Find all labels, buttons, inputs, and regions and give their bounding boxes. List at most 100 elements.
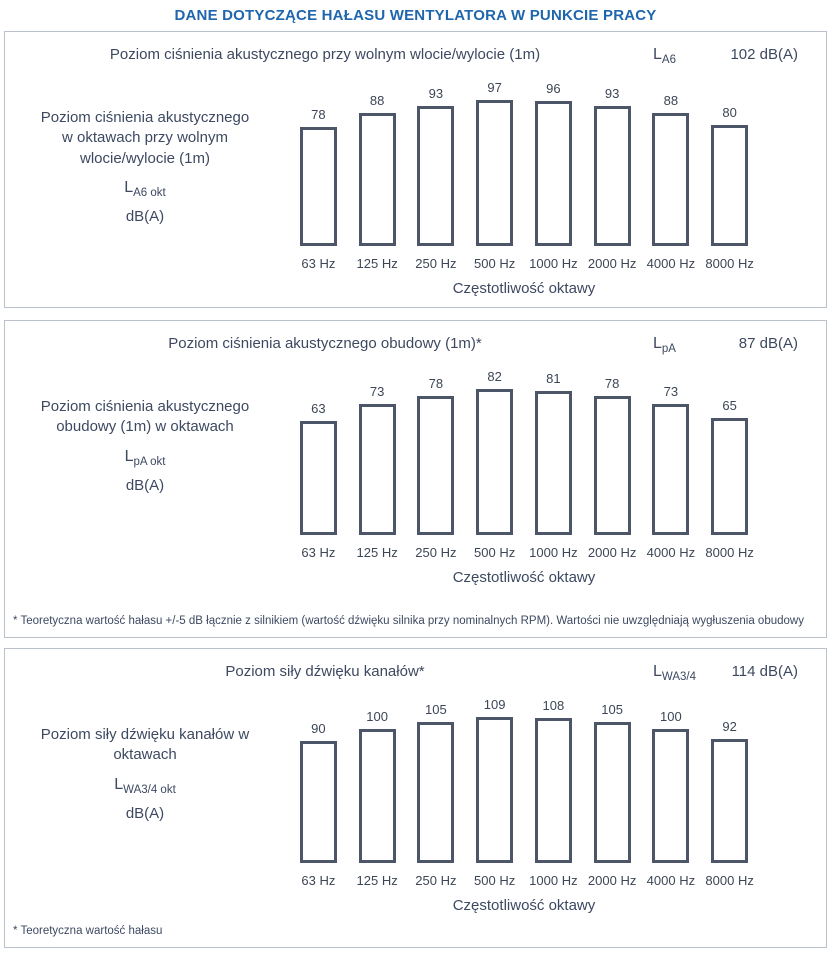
bar-value-label: 73 [663,384,679,400]
bar-column: 108 [524,698,583,864]
bar-chart: 90 100 105 109 108 105 100 92 63 Hz 125 Hz 250 Hz… [289,697,759,915]
symbol-base: L [114,775,124,793]
y-axis-label: Poziom siły dźwięku kanałów w oktawach [40,726,250,764]
bar-column: 96 [524,81,583,247]
symbol-base: L [653,46,662,63]
bar-column: 105 [583,702,642,864]
x-axis-title: Częstotliwość oktawy [452,280,596,298]
bar [711,739,749,864]
bar-column: 90 [289,721,348,864]
bar-column: 73 [642,384,701,536]
unit-label: dB(A) [125,476,165,494]
bar-column: 82 [465,369,524,536]
bar [476,100,514,247]
bar [593,722,631,864]
bar [299,421,337,536]
x-tick-label: 63 Hz [301,545,336,561]
bar [358,404,396,536]
x-tick-label: 2000 Hz [587,873,637,889]
chart-title: Poziom ciśnienia akustycznego przy wolny… [109,46,541,63]
bar-chart-plot: 90 100 105 109 108 105 100 92 [289,697,759,864]
symbol-base: L [124,178,134,196]
symbol-base: L [653,335,662,352]
bar-column: 100 [348,709,407,864]
x-tick-label: 63 Hz [301,256,336,272]
x-tick-label: 8000 Hz [705,256,754,272]
bar-column: 92 [700,719,759,864]
x-axis-ticks: 63 Hz 125 Hz 250 Hz 500 Hz 1000 Hz 2000 Hz 400… [289,873,759,888]
bar [358,729,396,864]
x-axis-ticks: 63 Hz 125 Hz 250 Hz 500 Hz 1000 Hz 2000 Hz 400… [289,545,759,560]
total-level-symbol: LpA [653,335,676,355]
symbol-subscript: WA3/4 okt [123,783,176,796]
bar-chart-plot: 63 73 78 82 81 78 73 65 [289,369,759,536]
bar-column: 97 [465,80,524,247]
bar-column: 78 [407,376,466,536]
bar-value-label: 105 [425,702,447,718]
fan-noise-report: DANE DOTYCZĄCE HAŁASU WENTYLATORA W PUNK… [0,7,831,948]
bar-value-label: 109 [483,697,506,713]
octave-level-symbol: LWA3/4 okt [5,776,285,796]
panel-duct-sound-power: Poziom siły dźwięku kanałów* LWA3/4 114 … [4,648,827,948]
x-tick-label: 500 Hz [474,873,516,889]
x-tick-label: 8000 Hz [705,545,754,561]
bar-column: 100 [642,709,701,864]
unit-label: dB(A) [125,208,165,226]
panel-header: Poziom ciśnienia akustycznego przy wolny… [5,46,826,66]
bar-value-label: 100 [660,709,682,725]
unit-label: dB(A) [125,804,165,822]
bar [652,729,690,864]
chart-title: Poziom siły dźwięku kanałów* [225,663,425,680]
bar-column: 78 [289,107,348,247]
symbol-base: L [653,663,662,680]
footnote: * Teoretyczna wartość hałasu [13,925,163,938]
bar [593,396,631,536]
panel-header: Poziom ciśnienia akustycznego obudowy (1… [5,335,826,355]
bar-column: 63 [289,401,348,536]
x-tick-label: 125 Hz [356,873,398,889]
bar [534,101,572,247]
bar-value-label: 78 [604,376,620,392]
bar-column: 93 [407,86,466,247]
y-axis-label: Poziom ciśnienia akustycznego w oktawach… [40,109,250,167]
bar-value-label: 90 [311,721,326,737]
bar [652,404,690,536]
x-tick-label: 250 Hz [415,873,457,889]
bar [417,106,455,247]
x-tick-label: 2000 Hz [587,256,637,272]
bar-chart: 63 73 78 82 81 78 73 65 63 Hz 125 Hz 250 Hz 500 Hz… [289,369,759,587]
bar-value-label: 96 [546,81,561,97]
x-tick-label: 500 Hz [474,545,516,561]
x-tick-label: 4000 Hz [646,545,696,561]
x-tick-label: 125 Hz [356,545,398,561]
bar-value-label: 78 [311,107,326,123]
bar-chart: 78 88 93 97 96 93 88 80 63 Hz 125 Hz 250 Hz 500 Hz… [289,80,759,298]
bar-value-label: 65 [722,398,737,414]
bar-value-label: 78 [428,376,444,392]
x-tick-label: 8000 Hz [705,873,754,889]
symbol-subscript: pA okt [133,455,166,468]
bar [476,717,514,864]
x-axis-title: Częstotliwość oktawy [452,897,596,915]
x-tick-label: 2000 Hz [587,545,637,561]
x-tick-label: 1000 Hz [529,256,578,272]
total-level-value: 102 dB(A) [730,46,798,63]
x-tick-label: 125 Hz [356,256,398,272]
y-axis-label-block: Poziom siły dźwięku kanałów w oktawach L… [5,725,285,822]
bar-column: 88 [348,93,407,247]
panel-body: Poziom ciśnienia akustycznego w oktawach… [5,80,826,298]
panel-free-inlet-outlet: Poziom ciśnienia akustycznego przy wolny… [4,31,827,308]
y-axis-label-block: Poziom ciśnienia akustycznego w oktawach… [5,108,285,225]
bar-column: 109 [465,697,524,864]
total-level-symbol: LWA3/4 [653,663,696,683]
x-axis-title: Częstotliwość oktawy [452,569,596,587]
bar [534,391,572,536]
bar-value-label: 97 [487,80,502,96]
bar-value-label: 100 [366,709,388,725]
total-level-value: 114 dB(A) [731,663,798,680]
total-level-value: 87 dB(A) [738,335,798,352]
chart-title: Poziom ciśnienia akustycznego obudowy (1… [168,335,482,352]
page-title: DANE DOTYCZĄCE HAŁASU WENTYLATORA W PUNK… [174,7,657,24]
bar-value-label: 63 [311,401,326,417]
bar-value-label: 81 [546,371,561,387]
